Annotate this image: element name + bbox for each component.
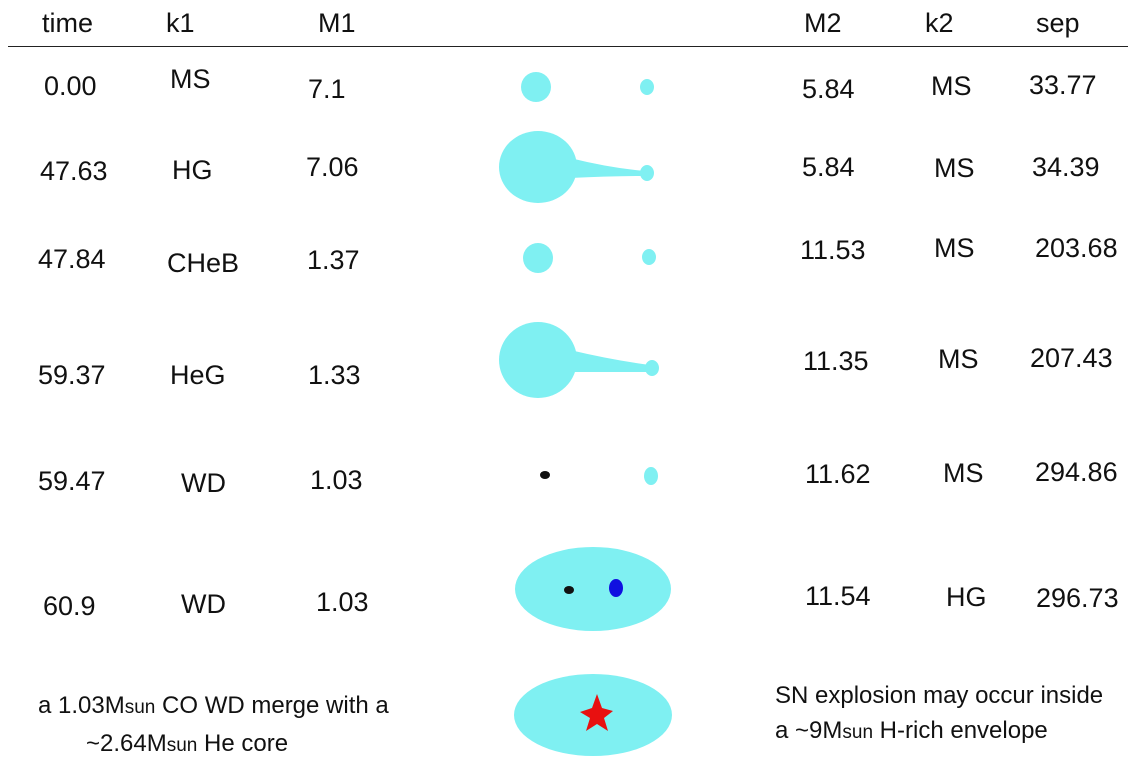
merger-note-line1-a: a 1.03M <box>38 692 125 719</box>
white-dwarf <box>564 586 574 594</box>
merger-note-line1-sub: sun <box>125 697 156 718</box>
sn-note: SN explosion may occur inside <box>775 680 1103 712</box>
binary-mass-transfer-hg <box>499 131 654 203</box>
primary-giant-star <box>499 322 577 398</box>
sn-note-line1: SN explosion may occur inside <box>775 682 1103 709</box>
binary-wd-ms <box>540 467 658 485</box>
mass-transfer-stream <box>570 158 645 178</box>
primary-star <box>521 72 551 102</box>
sn-note-line2-a: a ~9M <box>775 717 842 744</box>
binary-detached-ms <box>521 72 654 102</box>
common-envelope <box>515 547 671 631</box>
primary-giant-star <box>499 131 577 203</box>
companion-core <box>609 579 623 597</box>
envelope <box>515 547 671 631</box>
sn-note-line2-b: H-rich envelope <box>873 717 1048 744</box>
binary-mass-transfer-heg <box>499 322 659 398</box>
secondary-star <box>640 165 654 181</box>
secondary-star <box>642 249 656 265</box>
merger-note-line1-b: CO WD merge with a <box>155 692 388 719</box>
merger-note: a 1.03Msun CO WD merge with a <box>38 690 389 722</box>
secondary-star <box>640 79 654 95</box>
secondary-star <box>645 360 659 376</box>
merger-note-line2-b: He core <box>197 730 288 757</box>
sn-note-2: a ~9Msun H-rich envelope <box>775 715 1048 747</box>
merger-note-line2-sub: sun <box>167 735 198 756</box>
secondary-star <box>644 467 658 485</box>
merger-envelope <box>514 674 672 756</box>
merger-note-2: ~2.64Msun He core <box>86 728 288 760</box>
white-dwarf <box>540 471 550 479</box>
merger-note-line2-a: ~2.64M <box>86 730 167 757</box>
mass-transfer-stream <box>570 350 650 372</box>
sn-note-line2-sub: sun <box>842 722 873 743</box>
binary-detached-cheb <box>523 243 656 273</box>
primary-star <box>523 243 553 273</box>
